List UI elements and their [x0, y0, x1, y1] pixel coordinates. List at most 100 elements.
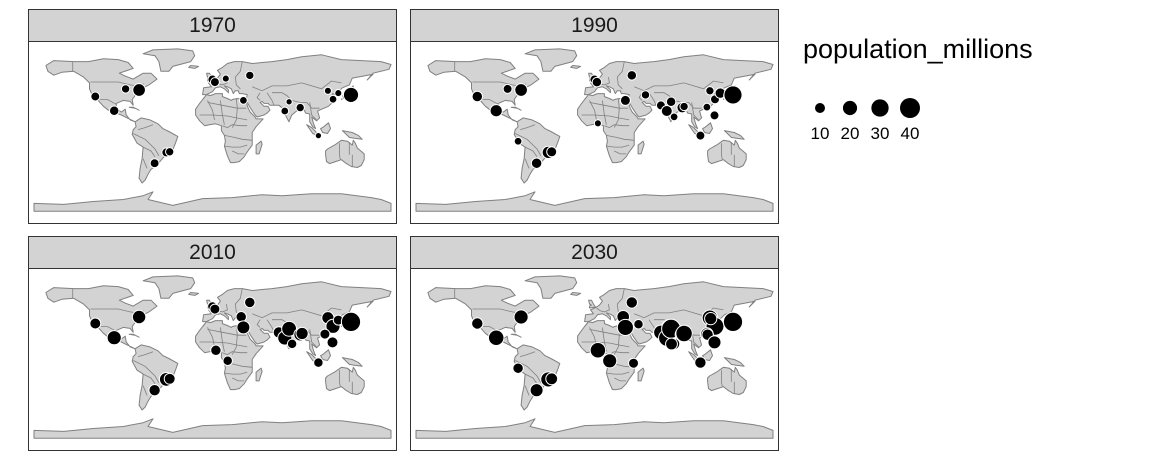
land-polygon	[320, 122, 331, 134]
land-polygon	[325, 366, 365, 395]
country-border	[524, 385, 530, 396]
land-polygon	[570, 65, 582, 69]
city-points	[89, 296, 362, 397]
country-border	[224, 135, 253, 141]
legend-keys: 10 20 30 40	[811, 98, 920, 143]
country-border	[524, 146, 538, 158]
city-point	[513, 309, 529, 325]
country-border	[604, 124, 630, 129]
legend-key-symbol	[815, 103, 825, 113]
city-point	[120, 84, 131, 94]
city-point	[502, 83, 513, 94]
world-map	[415, 275, 774, 439]
country-border	[199, 341, 248, 348]
city-points	[471, 70, 743, 169]
country-border	[234, 61, 243, 90]
country-border	[220, 327, 225, 352]
facet-panel-2010: 2010	[28, 236, 397, 451]
city-point	[106, 330, 122, 346]
city-point	[616, 318, 634, 336]
land-polygon	[128, 333, 140, 338]
country-border	[338, 143, 341, 160]
country-border	[142, 146, 156, 158]
city-point	[210, 344, 222, 357]
size-legend: population_millions 10 20 30 40	[803, 34, 1033, 143]
country-border	[596, 304, 610, 313]
country-border	[524, 373, 538, 385]
land-polygon	[510, 106, 522, 111]
country-border	[519, 124, 536, 130]
city-point	[209, 77, 220, 88]
city-point	[530, 157, 543, 169]
city-point	[328, 94, 338, 104]
land-polygon	[188, 292, 200, 296]
country-border	[137, 351, 154, 357]
country-border	[606, 144, 630, 148]
legend-key-label: 10	[811, 124, 830, 143]
country-border	[137, 124, 154, 130]
land-polygon	[45, 58, 158, 123]
country-border	[199, 114, 248, 121]
country-border	[224, 144, 248, 148]
land-polygon	[588, 299, 596, 309]
country-border	[309, 102, 317, 121]
city-point	[546, 146, 558, 158]
city-point	[280, 106, 290, 116]
city-point	[487, 329, 505, 346]
country-border	[231, 98, 238, 128]
country-border	[256, 92, 261, 101]
city-point	[471, 317, 484, 330]
country-border	[232, 377, 245, 382]
city-point	[244, 296, 256, 309]
land-polygon	[415, 191, 774, 212]
city-point	[529, 383, 544, 398]
city-point	[628, 357, 639, 369]
land-polygon	[637, 140, 645, 155]
country-border	[613, 98, 620, 128]
city-point	[163, 372, 176, 385]
country-border	[142, 385, 148, 396]
land-polygon	[33, 191, 392, 212]
land-polygon	[702, 122, 713, 134]
city-point	[295, 102, 305, 113]
land-layer	[33, 275, 392, 439]
legend-key-label: 30	[871, 124, 890, 143]
city-point	[723, 85, 743, 105]
land-polygon	[524, 275, 578, 299]
city-point	[602, 353, 618, 369]
city-point	[165, 147, 175, 157]
city-point	[545, 372, 559, 386]
city-point	[626, 70, 638, 81]
country-border	[222, 124, 248, 129]
city-point	[593, 119, 602, 128]
city-point	[694, 356, 707, 369]
city-point	[285, 98, 293, 106]
city-point	[334, 89, 343, 98]
facet-strip-label: 2010	[29, 237, 396, 269]
city-point	[665, 337, 678, 351]
legend-key-symbol	[900, 98, 920, 118]
city-point	[132, 83, 146, 97]
city-point	[660, 105, 673, 117]
city-point	[90, 91, 101, 102]
city-point	[589, 342, 607, 359]
city-point	[705, 86, 715, 96]
land-polygon	[128, 106, 140, 111]
city-point	[489, 104, 503, 118]
city-point	[591, 76, 603, 88]
facet-strip-label: 1970	[29, 10, 396, 42]
city-point	[709, 110, 720, 121]
legend-key-label: 20	[841, 124, 860, 143]
country-border	[232, 150, 245, 155]
facet-panel-2030: 2030	[410, 236, 779, 451]
legend-key-symbol	[871, 99, 889, 117]
city-point	[209, 303, 221, 315]
country-border	[142, 158, 148, 169]
city-point	[89, 317, 102, 330]
city-point	[131, 309, 147, 325]
city-point	[640, 90, 651, 100]
legend-title: population_millions	[803, 34, 1033, 64]
city-points	[90, 70, 360, 169]
country-border	[309, 329, 317, 348]
city-point	[313, 357, 324, 368]
